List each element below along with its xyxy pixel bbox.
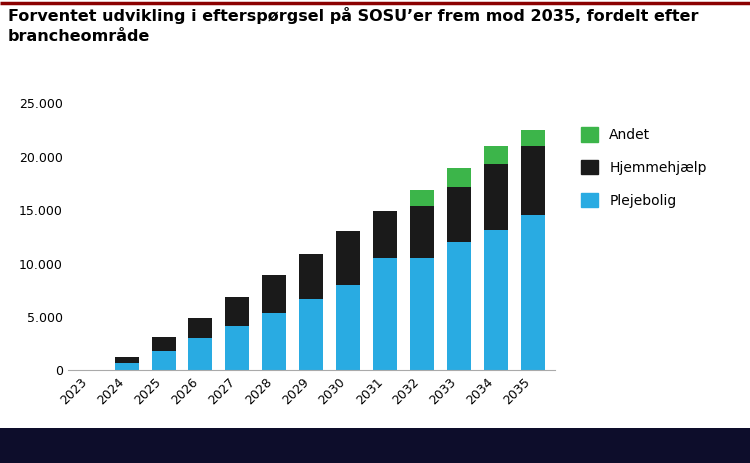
Bar — [410, 206, 434, 258]
Bar — [520, 146, 544, 215]
Bar — [188, 318, 212, 338]
Bar — [410, 258, 434, 370]
Bar — [336, 232, 360, 285]
Bar — [373, 258, 397, 370]
Bar — [262, 275, 286, 313]
Bar — [484, 146, 508, 164]
Bar — [299, 254, 323, 299]
Bar — [520, 215, 544, 370]
Bar — [336, 285, 360, 370]
Bar — [152, 337, 176, 351]
Bar — [152, 351, 176, 370]
Bar — [115, 363, 139, 370]
Bar — [484, 164, 508, 231]
Bar — [410, 190, 434, 206]
Bar — [447, 242, 471, 370]
Bar — [226, 325, 250, 370]
Bar — [262, 313, 286, 370]
Bar — [115, 357, 139, 363]
Bar — [226, 297, 250, 325]
Bar — [299, 299, 323, 370]
Bar — [484, 231, 508, 370]
Bar — [447, 169, 471, 187]
Bar — [447, 187, 471, 242]
Legend: Andet, Hjemmehjælp, Plejebolig: Andet, Hjemmehjælp, Plejebolig — [581, 127, 706, 208]
Text: Forventet udvikling i efterspørgsel på SOSU’er frem mod 2035, fordelt efter
bran: Forventet udvikling i efterspørgsel på S… — [8, 7, 698, 44]
Bar — [520, 130, 544, 146]
Bar — [188, 338, 212, 370]
Bar — [373, 211, 397, 258]
